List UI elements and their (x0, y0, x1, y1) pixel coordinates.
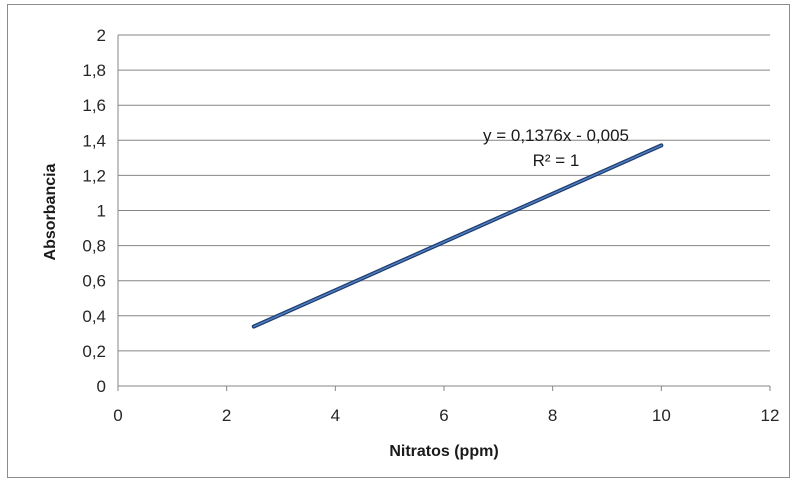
gridlines (118, 34, 770, 352)
x-tick-label: 4 (331, 406, 340, 425)
y-tick-label: 0,2 (82, 342, 106, 361)
y-tick-label: 1,4 (82, 131, 106, 150)
r-squared-label: R² = 1 (533, 151, 580, 170)
series-layer (251, 143, 664, 329)
x-tick-label: 10 (652, 406, 671, 425)
y-tick-label: 0,6 (82, 272, 106, 291)
trendline-equation: y = 0,1376x - 0,005 (483, 126, 629, 145)
y-tick-label: 1,8 (82, 61, 106, 80)
y-tick-label: 0,8 (82, 237, 106, 256)
x-tick-label: 12 (761, 406, 780, 425)
y-tick-label: 1,2 (82, 166, 106, 185)
x-tick-label: 2 (222, 406, 231, 425)
trendline (253, 144, 663, 328)
y-tick-label: 1 (97, 202, 106, 221)
y-tick-label: 0,4 (82, 307, 106, 326)
x-tick-label: 6 (439, 406, 448, 425)
x-axis-title: Nitratos (ppm) (389, 443, 498, 460)
x-tick-label: 0 (113, 406, 122, 425)
y-tick-label: 1,6 (82, 96, 106, 115)
chart-area (7, 4, 790, 478)
x-axis-ticks: 0 2 4 6 8 10 12 (113, 386, 779, 425)
x-tick-label: 8 (548, 406, 557, 425)
y-tick-label: 2 (97, 26, 106, 45)
y-axis-ticks: 0 0,2 0,4 0,6 0,8 1 1,2 1,4 1,6 1,8 2 (82, 26, 106, 396)
y-tick-label: 0 (97, 377, 106, 396)
y-axis-title: Absorbancia (42, 163, 59, 260)
